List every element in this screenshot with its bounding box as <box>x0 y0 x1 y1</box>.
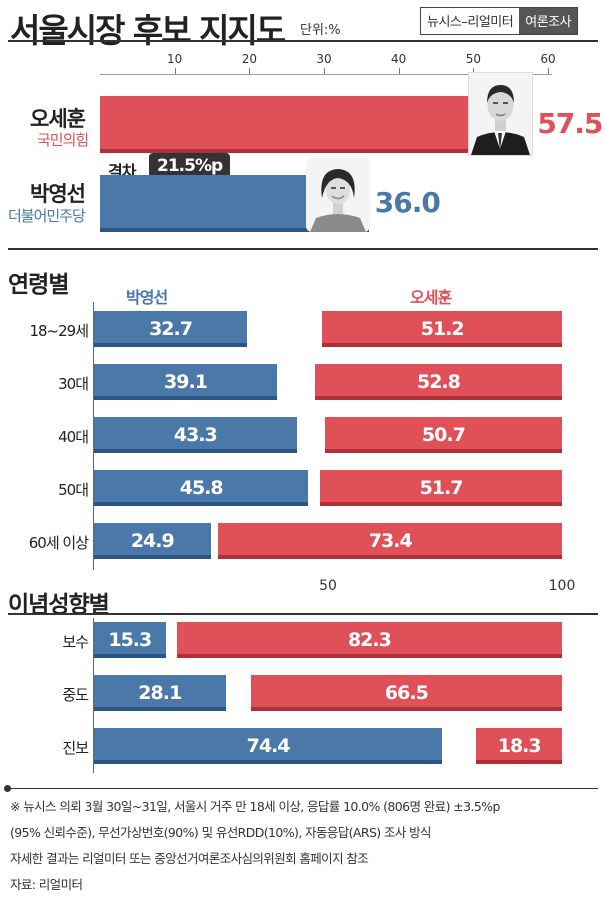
overall-axis-tick-mark <box>548 68 549 74</box>
overall-bar-oh <box>100 96 530 153</box>
overall-axis-tick-mark <box>473 68 475 74</box>
bar-segment-park: 24.9 <box>94 523 211 559</box>
stacked-bar-row: 39.1 52.8 <box>94 364 562 400</box>
stacked-bar-row: 28.1 66.5 <box>94 675 562 711</box>
row-label: 진보 <box>62 739 89 757</box>
row-label: 40대 <box>58 428 89 446</box>
bar-segment-park: 43.3 <box>94 417 297 453</box>
portrait-park-icon <box>306 158 370 232</box>
age-section-title: 연령별 <box>8 272 69 298</box>
row-label: 보수 <box>62 633 89 651</box>
overall-axis-tick-mark <box>398 68 400 74</box>
bar-segment-oh: 82.3 <box>176 622 562 658</box>
age-axis-tick-50: 50 <box>319 578 337 594</box>
section-rule-age <box>8 248 598 250</box>
ideology-axis-line <box>93 618 94 773</box>
row-label: 50대 <box>58 481 89 499</box>
stacked-bar-row: 15.3 82.3 <box>94 622 562 658</box>
overall-axis-tick-mark <box>249 68 251 74</box>
section-rule-ideology <box>8 613 598 615</box>
portrait-oh-icon <box>468 72 533 156</box>
note-line-3: 자세한 결과는 리얼미터 또는 중앙선거여론조사심의위원회 홈페이지 참조 <box>10 851 369 866</box>
overall-axis-tick: 20 <box>241 52 257 66</box>
overall-axis-tick: 50 <box>465 52 481 66</box>
candidate-name-park: 박영선 <box>30 182 86 206</box>
page-title: 서울시장 후보 지지도 <box>10 11 286 50</box>
source-credit: 뉴시스–리얼미터 여론조사 <box>420 7 579 35</box>
footer-rule <box>8 788 598 789</box>
row-label: 60세 이상 <box>28 534 89 552</box>
bar-segment-park: 39.1 <box>94 364 277 400</box>
stacked-bar-row: 32.7 51.2 <box>94 311 562 347</box>
bar-segment-park: 45.8 <box>94 470 309 506</box>
credit-type: 여론조사 <box>519 8 578 34</box>
overall-axis-tick: 40 <box>391 52 407 66</box>
bar-segment-oh: 73.4 <box>218 523 562 559</box>
credit-agency: 뉴시스–리얼미터 <box>421 8 520 34</box>
note-line-2: (95% 신뢰수준), 무선가상번호(90%) 및 유선RDD(10%), 자동… <box>10 825 432 840</box>
bar-segment-oh: 66.5 <box>250 675 562 711</box>
overall-axis-tick: 60 <box>540 52 556 66</box>
stacked-bar-row: 43.3 50.7 <box>94 417 562 453</box>
row-label: 중도 <box>62 686 89 704</box>
stacked-bar-row: 74.4 18.3 <box>94 728 562 764</box>
overall-value-oh: 57.5 <box>537 107 603 140</box>
overall-axis-tick-mark <box>174 68 176 74</box>
gap-value-badge: 21.5%p <box>149 153 231 179</box>
stacked-bar-row: 24.9 73.4 <box>94 523 562 559</box>
bar-segment-park: 28.1 <box>94 675 226 711</box>
overall-axis-tick-mark <box>324 68 325 74</box>
overall-value-park: 36.0 <box>374 186 441 219</box>
bar-segment-park: 15.3 <box>94 622 166 658</box>
overall-axis-tick: 30 <box>316 52 332 66</box>
overall-axis-line <box>100 74 552 75</box>
bar-segment-oh: 50.7 <box>324 417 562 453</box>
age-axis-tick-100: 100 <box>548 578 576 594</box>
bar-segment-oh: 51.2 <box>322 311 562 347</box>
party-name-oh: 국민의힘 <box>37 131 89 149</box>
age-axis-line <box>93 302 94 570</box>
note-line-1: ※ 뉴시스 의뢰 3월 30일~31일, 서울시 거주 만 18세 이상, 응답… <box>10 799 500 814</box>
party-name-park: 더불어민주당 <box>8 207 86 225</box>
note-line-4: 자료: 리얼미터 <box>10 877 83 892</box>
footer-dot <box>4 785 11 792</box>
legend-park: 박영선 <box>126 288 168 307</box>
bar-segment-oh: 51.7 <box>320 470 562 506</box>
overall-axis-tick: 10 <box>167 52 183 66</box>
bar-segment-oh: 18.3 <box>476 728 562 764</box>
stacked-bar-row: 45.8 51.7 <box>94 470 562 506</box>
unit-label: 단위:% <box>300 23 341 38</box>
bar-segment-park: 32.7 <box>94 311 248 347</box>
bar-segment-park: 74.4 <box>94 728 443 764</box>
row-label: 18~29세 <box>29 322 89 340</box>
candidate-name-oh: 오세훈 <box>30 107 86 131</box>
legend-oh: 오세훈 <box>410 288 452 307</box>
bar-segment-oh: 52.8 <box>314 364 562 400</box>
top-rule <box>8 40 598 42</box>
row-label: 30대 <box>58 375 89 393</box>
